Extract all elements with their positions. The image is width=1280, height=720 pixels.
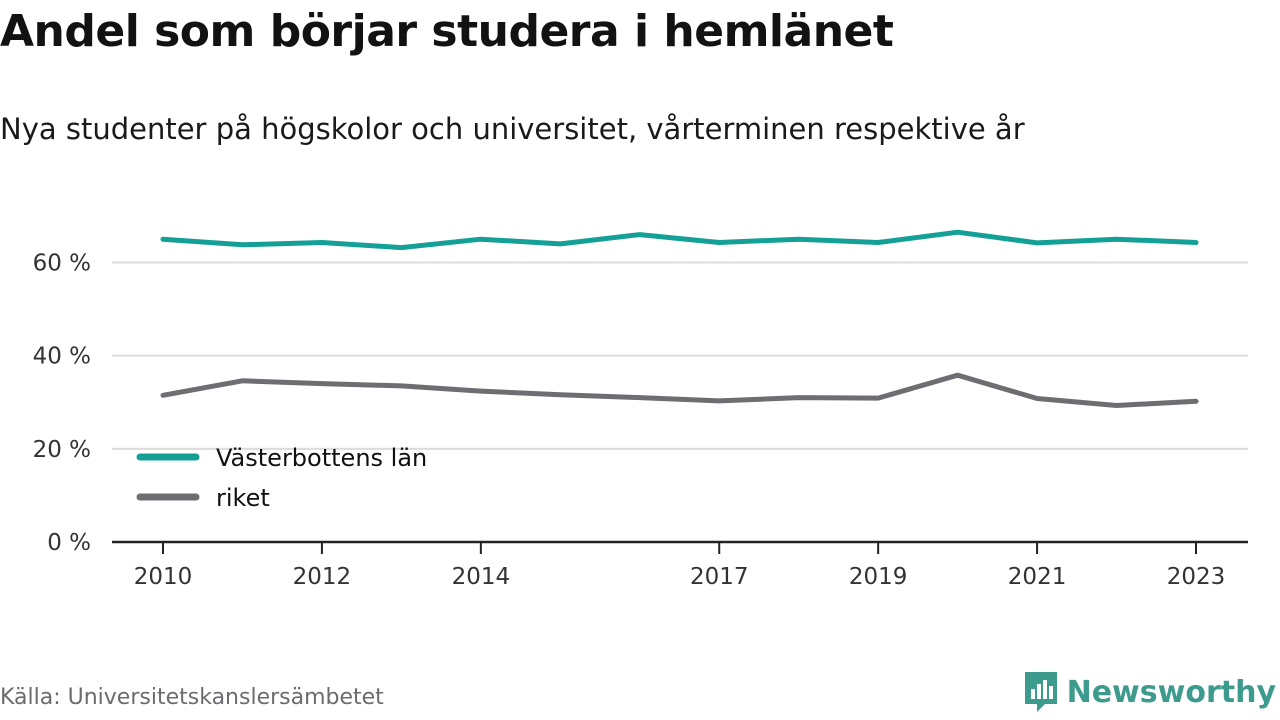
source-note: Källa: Universitetskanslersämbetet: [0, 685, 384, 710]
newsworthy-logo-icon: [1024, 672, 1057, 712]
x-tick-label: 2014: [452, 564, 511, 590]
legend-label: Västerbottens län: [216, 444, 427, 472]
brand-logo: Newsworthy: [1023, 670, 1276, 714]
y-tick-label: 0 %: [47, 530, 91, 556]
series-lines: [160, 229, 1199, 408]
x-tick-label: 2012: [293, 564, 352, 590]
series-line-vasterbotten: [160, 229, 1199, 251]
x-tick-label: 2021: [1008, 564, 1067, 590]
series-line-riket: [160, 372, 1199, 408]
x-tick-label: 2017: [690, 564, 749, 590]
brand-name: Newsworthy: [1066, 674, 1276, 710]
legend-label: riket: [216, 484, 270, 512]
gridlines: [112, 261, 1248, 450]
x-tick-label: 2010: [134, 564, 193, 590]
y-tick-label: 60 %: [33, 251, 91, 277]
chart-subtitle: Nya studenter på högskolor och universit…: [0, 112, 1025, 146]
legend: Västerbottens län riket: [136, 444, 427, 512]
axes: 0 % 20 % 40 % 60 % 2010 2012 2014 2017 2019 2021 2…: [33, 251, 1248, 590]
chart-title: Andel som börjar studera i hemlänet: [0, 6, 894, 57]
y-tick-label: 20 %: [33, 437, 91, 463]
x-tick-label: 2019: [849, 564, 908, 590]
y-tick-label: 40 %: [33, 344, 91, 370]
x-tick-label: 2023: [1167, 564, 1226, 590]
